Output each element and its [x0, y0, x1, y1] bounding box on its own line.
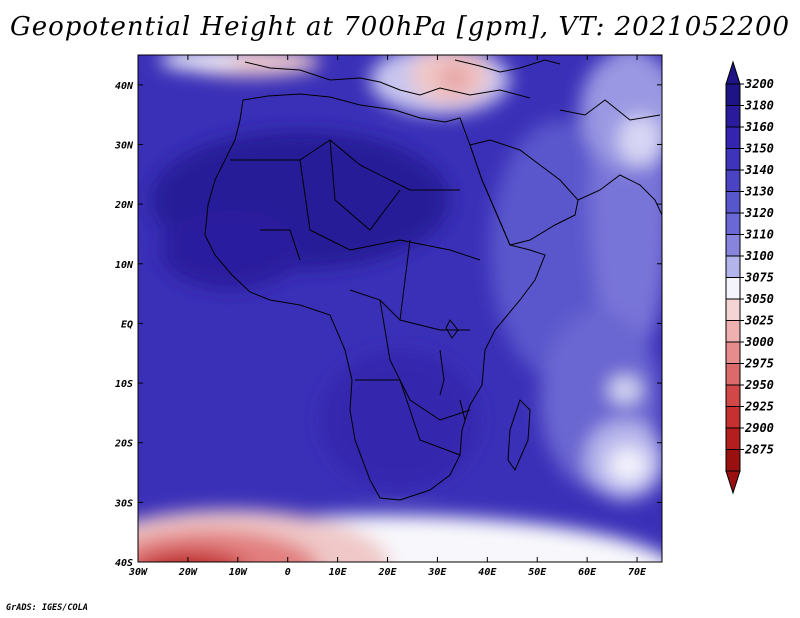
colorbar-label: 3130 [744, 185, 774, 199]
lat-tick-label: 30N [114, 140, 134, 151]
lat-tick-label: 40N [115, 81, 134, 92]
lat-tick-label: 40S [115, 558, 133, 569]
colorbar-swatch [725, 427, 741, 450]
colorbar-label: 3100 [744, 249, 774, 263]
colorbar-label: 2950 [744, 378, 774, 392]
lon-tick-label: 20W [178, 567, 198, 578]
colorbar-label: 3120 [744, 206, 774, 220]
footer-credit: GrADS: IGES/COLA [6, 603, 88, 613]
colorbar-swatch [725, 298, 741, 321]
lon-tick-label: 70E [628, 567, 647, 578]
colorbar-swatch [725, 320, 741, 343]
lon-tick-label: 60E [578, 567, 597, 578]
lon-tick-label: 40E [478, 567, 497, 578]
colorbar-swatch [725, 169, 741, 192]
coastlines [204, 59, 662, 501]
longitude-ticks: 30W 20W 10W 0 10E 20E 30E 40E 50E 60E 70E [128, 55, 647, 578]
colorbar-swatch [725, 384, 741, 407]
colorbar-swatch [725, 212, 741, 235]
chart-title: Geopotential Height at 700hPa [gpm], VT:… [9, 12, 791, 42]
colorbar-label: 3180 [744, 99, 774, 113]
colorbar-swatch [725, 105, 741, 128]
lon-tick-label: 20E [377, 567, 397, 578]
colorbar-swatch [725, 449, 741, 472]
colorbar-label: 3150 [744, 142, 774, 156]
lon-tick-label: 30E [427, 567, 447, 578]
colorbar: 3200 3180 3160 3150 3140 3130 3120 3110 3100 3075… [725, 60, 774, 495]
lat-tick-label: 10N [115, 260, 134, 271]
colorbar-swatch [725, 126, 741, 149]
colorbar-label: 3000 [744, 335, 774, 349]
colorbar-swatch [725, 148, 741, 171]
colorbar-swatch [725, 363, 741, 386]
lat-tick-label: 10S [115, 379, 133, 390]
height-field [138, 55, 662, 562]
colorbar-swatch [725, 234, 741, 257]
lon-tick-label: 0 [285, 567, 291, 578]
colorbar-label: 3200 [744, 77, 774, 91]
lon-tick-label: 10E [329, 567, 348, 578]
lat-tick-label: 20S [114, 439, 133, 450]
colorbar-label: 3075 [744, 271, 774, 285]
colorbar-label: 3140 [744, 163, 774, 177]
colorbar-swatch [725, 83, 741, 106]
map-frame [137, 54, 663, 563]
lat-tick-label: EQ [121, 319, 133, 330]
colorbar-label: 3025 [744, 314, 774, 328]
colorbar-swatch [725, 255, 741, 278]
colorbar-swatch [725, 406, 741, 429]
lon-tick-label: 30W [128, 567, 148, 578]
colorbar-label: 2875 [744, 443, 774, 457]
colorbar-label: 3050 [744, 292, 774, 306]
colorbar-max-arrow [725, 60, 741, 85]
colorbar-swatch [725, 277, 741, 300]
latitude-ticks: 40N 30N 20N 10N EQ 10S 20S 30S 40S [114, 81, 662, 569]
lat-tick-label: 20N [114, 200, 134, 211]
colorbar-label: 2925 [744, 400, 774, 414]
colorbar-label: 3110 [744, 228, 774, 242]
colorbar-min-arrow [725, 470, 741, 495]
lat-tick-label: 30S [114, 498, 133, 509]
colorbar-label: 2900 [744, 421, 774, 435]
colorbar-label: 2975 [744, 357, 774, 371]
colorbar-swatch [725, 341, 741, 364]
colorbar-label: 3160 [744, 120, 774, 134]
lon-tick-label: 50E [528, 567, 547, 578]
colorbar-swatch [725, 191, 741, 214]
lon-tick-label: 10W [229, 567, 248, 578]
